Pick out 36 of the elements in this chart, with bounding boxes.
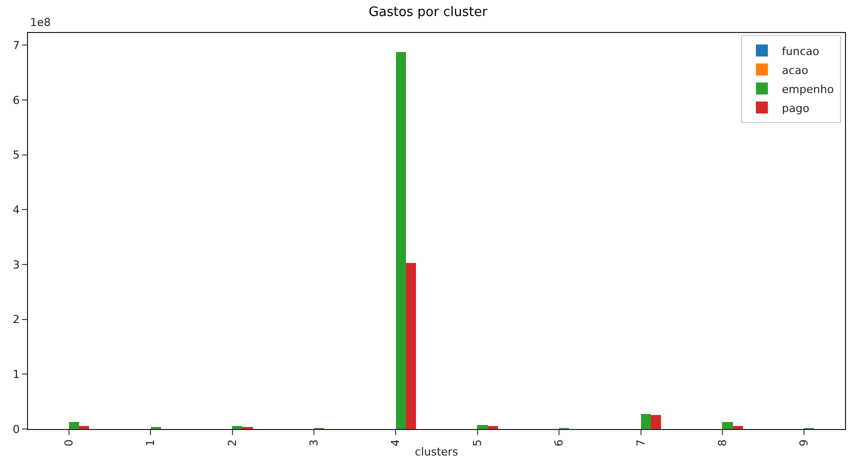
y-tick-label: 4 (12, 203, 20, 216)
x-tick-label: 6 (552, 439, 566, 446)
x-tick-label: 7 (634, 439, 648, 446)
legend-label: empenho (782, 82, 834, 96)
legend-label: pago (782, 102, 810, 115)
bar (79, 426, 89, 429)
bar (733, 426, 743, 429)
bar (722, 422, 733, 429)
y-tick-label: 6 (12, 94, 20, 107)
text: 1e8 (30, 16, 51, 29)
y-tick-label: 7 (12, 38, 20, 52)
x-tick-label: 3 (308, 439, 321, 446)
legend-label: funcao (782, 44, 820, 58)
legend-label: acao (782, 64, 808, 77)
y-tick-label: 1 (12, 368, 20, 381)
x-tick-label: 0 (62, 439, 76, 446)
x-axis-title: clusters (414, 446, 458, 459)
x-tick-label: 9 (798, 439, 811, 446)
bar (406, 263, 416, 429)
bar (396, 52, 406, 429)
bar (641, 414, 651, 429)
x-tick-label: 1 (144, 439, 158, 446)
x-tick-label: 5 (470, 439, 484, 446)
bar (488, 426, 498, 429)
y-tick-label: 5 (12, 148, 20, 162)
y-tick-label: 3 (12, 258, 20, 272)
bar (477, 425, 488, 429)
x-tick-label: 4 (389, 439, 402, 446)
y-tick-label: 0 (12, 422, 20, 436)
bar (232, 426, 242, 429)
chart-title: Gastos por cluster (368, 5, 488, 20)
y-tick-label: 2 (12, 313, 20, 326)
x-tick-label: 8 (716, 439, 730, 446)
bar (69, 422, 79, 429)
bar (651, 415, 661, 429)
x-tick-label: 2 (226, 439, 239, 446)
